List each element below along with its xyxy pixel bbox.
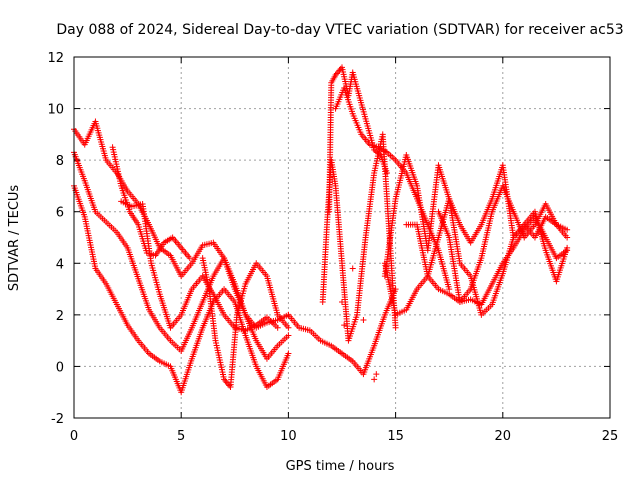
data-point — [285, 324, 292, 331]
x-axis-label: GPS time / hours — [286, 459, 395, 474]
data-point — [285, 332, 292, 339]
series — [199, 255, 292, 391]
y-tick-label: 12 — [47, 51, 64, 66]
x-tick-label: 0 — [70, 429, 78, 444]
data-point — [392, 324, 399, 331]
tick-labels: 0 5 10 15 20 25 -2 0 2 4 6 8 10 12 — [47, 51, 618, 444]
data-points — [71, 64, 571, 396]
y-tick-label: 8 — [56, 154, 64, 169]
y-tick-label: 4 — [56, 257, 64, 272]
x-tick-label: 10 — [280, 429, 297, 444]
series — [71, 182, 292, 396]
y-tick-label: 0 — [56, 360, 64, 375]
data-point — [446, 286, 453, 293]
series — [435, 182, 571, 305]
series — [403, 162, 571, 285]
series — [109, 144, 193, 262]
x-tick-label: 15 — [387, 429, 404, 444]
y-tick-label: 2 — [56, 309, 64, 324]
data-point — [339, 298, 345, 305]
data-point — [360, 317, 367, 324]
data-point — [371, 376, 378, 383]
y-tick-label: 6 — [56, 206, 64, 221]
y-tick-label: 10 — [47, 103, 64, 118]
data-point — [274, 324, 281, 331]
x-tick-label: 20 — [495, 429, 512, 444]
chart-title: Day 088 of 2024, Sidereal Day-to-day VTE… — [56, 22, 623, 38]
data-point — [564, 226, 571, 233]
data-point — [384, 170, 391, 177]
data-point — [564, 234, 571, 241]
data-point — [349, 265, 356, 272]
x-tick-label: 5 — [177, 429, 185, 444]
y-tick-label: -2 — [51, 412, 64, 427]
grid — [74, 57, 610, 418]
plot-frame — [73, 56, 611, 419]
series — [71, 149, 292, 362]
series — [285, 286, 399, 378]
data-point — [564, 244, 571, 251]
data-point — [373, 371, 380, 378]
data-point — [285, 350, 292, 357]
data-point — [186, 255, 193, 262]
series — [339, 265, 380, 383]
y-axis-label: SDTVAR / TECUs — [7, 185, 22, 292]
data-point — [341, 322, 348, 329]
x-tick-label: 25 — [602, 429, 619, 444]
